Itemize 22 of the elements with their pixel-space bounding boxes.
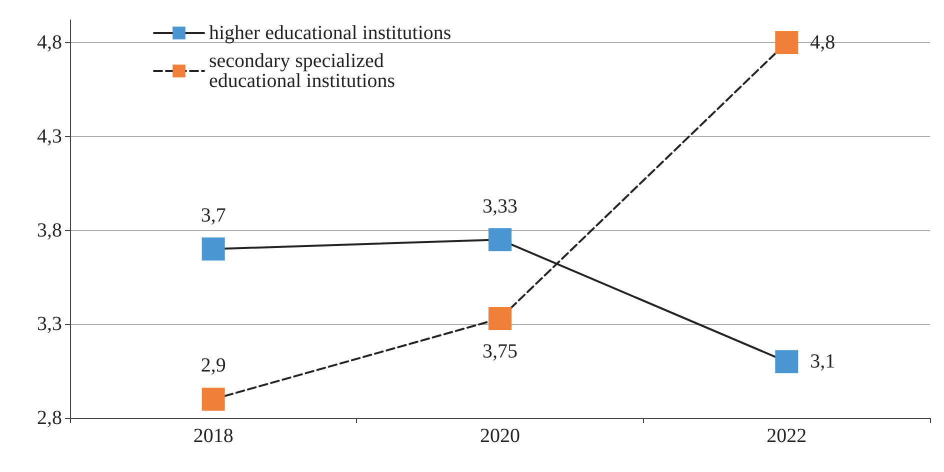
point — [202, 388, 225, 411]
y-tick-label: 4,8 — [37, 32, 62, 54]
legend-label: higher educational institutions — [209, 22, 452, 44]
point — [488, 228, 512, 252]
data-label: 2,9 — [200, 354, 226, 377]
y-tick-label: 2,8 — [37, 407, 62, 429]
point — [488, 307, 512, 330]
legend-label: secondary specialized educational institutions — [209, 50, 396, 92]
point — [202, 238, 225, 261]
x-tick-label: 2018 — [193, 425, 234, 447]
data-label: 3,1 — [810, 350, 836, 373]
y-tick-label: 4,3 — [37, 125, 62, 148]
annotation: 3,33 — [482, 196, 518, 218]
point — [775, 31, 798, 54]
annotation: 3,75 — [482, 340, 518, 362]
point — [775, 350, 798, 374]
x-tick-label: 2022 — [766, 425, 807, 447]
y-tick-label: 3,8 — [37, 219, 62, 242]
y-tick-label: 3,3 — [37, 313, 62, 336]
data-label: 4,8 — [810, 32, 836, 54]
x-tick-label: 2020 — [480, 425, 520, 447]
data-label: 3,7 — [200, 204, 226, 227]
